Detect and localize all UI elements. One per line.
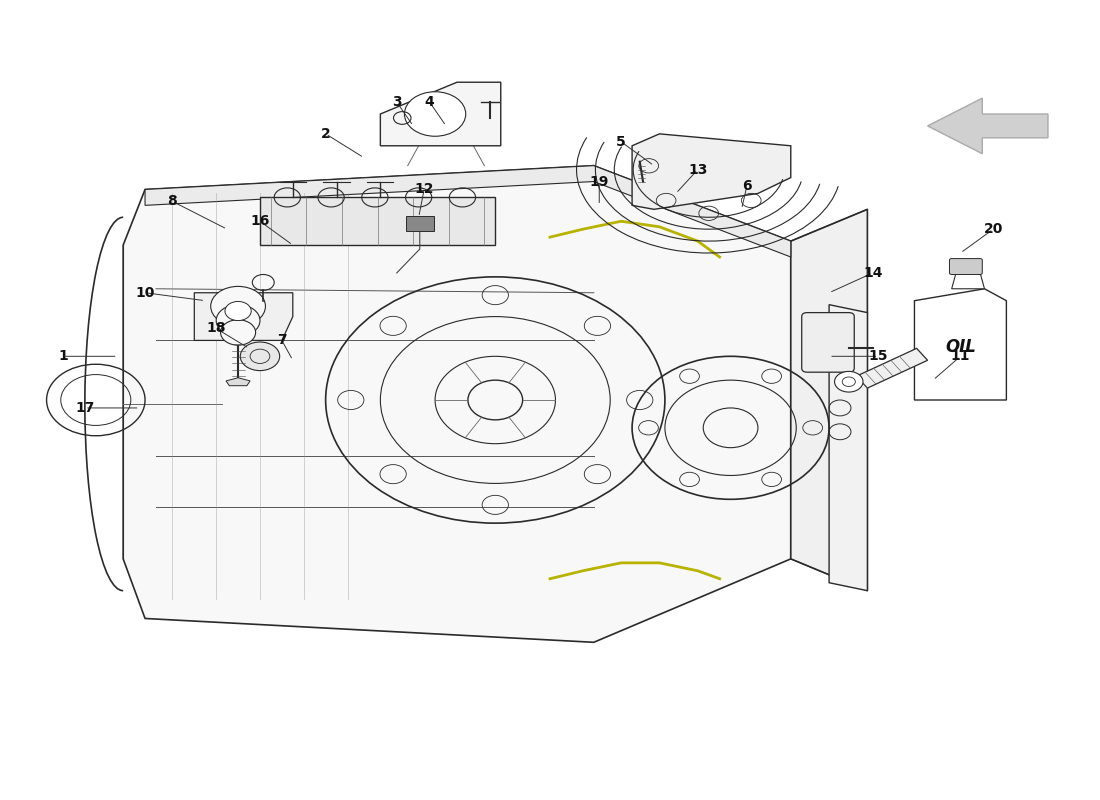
Circle shape (217, 305, 260, 337)
FancyBboxPatch shape (802, 313, 855, 372)
Text: OIL: OIL (945, 338, 976, 356)
Polygon shape (145, 166, 791, 257)
Circle shape (224, 302, 251, 321)
Polygon shape (791, 210, 868, 590)
FancyBboxPatch shape (949, 258, 982, 274)
Text: 12: 12 (415, 182, 433, 197)
Text: 8: 8 (167, 194, 177, 208)
Polygon shape (914, 289, 1006, 400)
Circle shape (211, 286, 265, 326)
Text: a passion for parts since 1985: a passion for parts since 1985 (284, 399, 641, 473)
Polygon shape (226, 378, 250, 386)
Text: 2: 2 (321, 127, 330, 141)
Polygon shape (381, 82, 500, 146)
Text: 15: 15 (869, 350, 888, 363)
Polygon shape (857, 348, 927, 388)
Text: 20: 20 (983, 222, 1003, 236)
Circle shape (405, 92, 465, 136)
Text: 4: 4 (425, 95, 435, 109)
Polygon shape (260, 198, 495, 245)
Text: 14: 14 (864, 266, 882, 280)
Polygon shape (927, 98, 1048, 154)
Text: 5: 5 (616, 135, 626, 149)
Circle shape (221, 320, 255, 345)
Polygon shape (123, 166, 791, 642)
Text: eurospares: eurospares (230, 318, 739, 395)
Text: 3: 3 (392, 95, 402, 109)
Text: 19: 19 (590, 174, 609, 189)
Circle shape (835, 371, 864, 392)
Text: 7: 7 (277, 334, 287, 347)
Text: 16: 16 (251, 214, 270, 228)
Text: 17: 17 (75, 401, 95, 415)
FancyBboxPatch shape (406, 216, 434, 230)
Text: 18: 18 (207, 322, 226, 335)
Circle shape (240, 342, 279, 370)
Polygon shape (829, 305, 868, 590)
Polygon shape (632, 134, 791, 210)
Text: 1: 1 (58, 350, 68, 363)
Text: 10: 10 (135, 286, 155, 300)
Text: 6: 6 (742, 178, 751, 193)
Polygon shape (952, 273, 984, 289)
Text: 11: 11 (950, 350, 970, 363)
Text: 13: 13 (689, 162, 707, 177)
Polygon shape (195, 293, 293, 341)
